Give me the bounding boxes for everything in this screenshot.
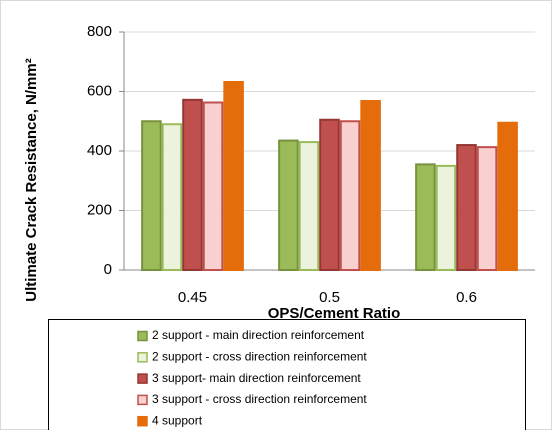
bar bbox=[278, 139, 299, 271]
bar bbox=[497, 121, 518, 271]
bar bbox=[415, 163, 436, 271]
legend-label: 3 support - cross direction reinforcemen… bbox=[152, 392, 367, 406]
y-tick-label: 200 bbox=[87, 201, 112, 218]
bar bbox=[339, 120, 361, 271]
y-axis-title: Ultimate Crack Resistance, N/mm² bbox=[23, 58, 40, 301]
bar bbox=[360, 100, 381, 271]
bar bbox=[435, 164, 457, 271]
bar bbox=[141, 120, 162, 271]
y-tick-label: 0 bbox=[104, 261, 112, 278]
legend-label: 3 support- main direction reinforcement bbox=[152, 371, 361, 385]
bar bbox=[202, 101, 224, 271]
legend-marker bbox=[137, 394, 148, 406]
bar bbox=[182, 98, 203, 271]
y-tick-label: 400 bbox=[87, 142, 112, 159]
x-tick-label: 0.5 bbox=[319, 289, 340, 306]
x-axis-title: OPS/Cement Ratio bbox=[268, 305, 401, 322]
bar bbox=[456, 144, 477, 271]
legend-marker bbox=[137, 373, 148, 384]
legend-label: 2 support - cross direction reinforcemen… bbox=[152, 349, 367, 363]
legend-marker bbox=[137, 415, 148, 427]
x-tick-label: 0.6 bbox=[456, 289, 477, 306]
bar bbox=[476, 146, 498, 272]
legend-label: 4 support bbox=[152, 413, 203, 427]
bar bbox=[223, 80, 244, 272]
y-tick-label: 600 bbox=[87, 82, 112, 99]
bar bbox=[161, 123, 183, 271]
y-tick-label: 800 bbox=[87, 23, 112, 40]
bar bbox=[319, 118, 340, 271]
legend-marker bbox=[137, 330, 148, 342]
x-tick-label: 0.45 bbox=[178, 289, 207, 306]
bar bbox=[298, 141, 320, 271]
legend-box bbox=[48, 319, 526, 430]
legend-marker bbox=[137, 352, 148, 363]
legend-label: 2 support - main direction reinforcement bbox=[152, 328, 365, 342]
